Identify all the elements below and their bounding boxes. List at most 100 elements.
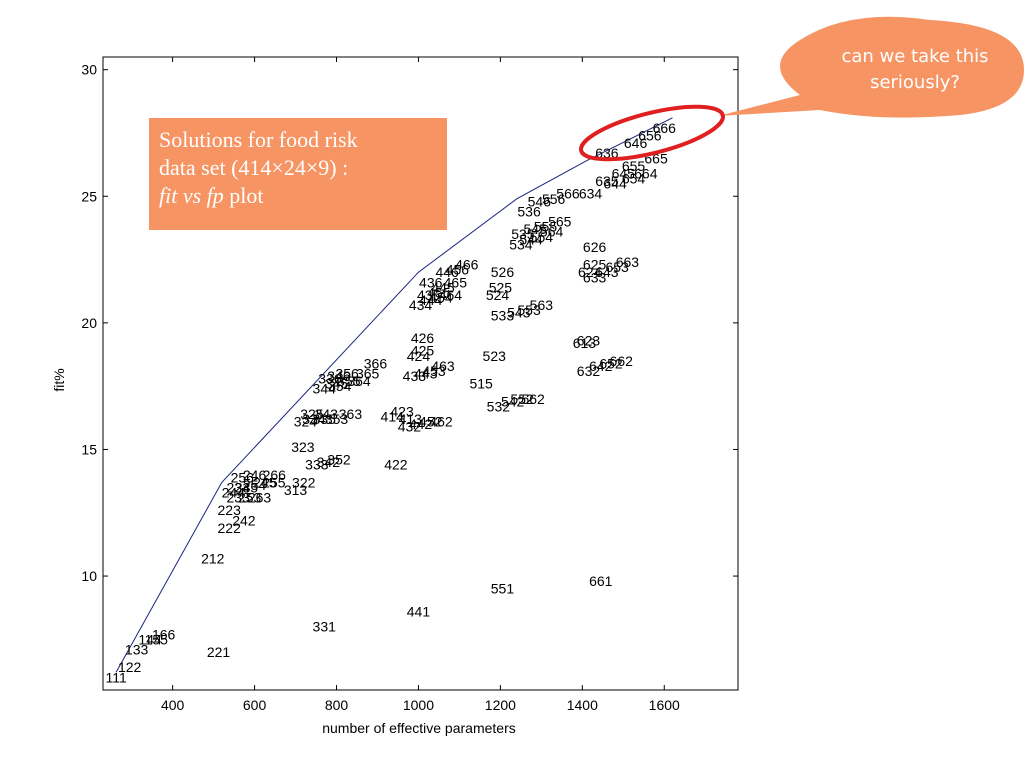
title-line-2: data set (414×24×9) :: [159, 154, 437, 182]
point-label: 323: [291, 439, 315, 455]
point-label: 563: [530, 297, 554, 313]
point-label: 454: [429, 290, 453, 306]
point-label: 533: [491, 307, 515, 323]
title-line-2-part-c: 9) :: [318, 155, 349, 180]
point-label: 523: [483, 348, 507, 364]
point-label: 223: [218, 502, 242, 518]
point-label: 534: [509, 236, 533, 252]
point-label: 645: [612, 165, 636, 181]
point-label: 363: [339, 406, 363, 422]
point-label: 545: [524, 221, 548, 237]
point-label: 526: [491, 264, 515, 280]
point-label: 144: [138, 631, 162, 647]
point-label: 334: [302, 411, 326, 427]
point-label: 424: [407, 348, 431, 364]
point-label: 553: [517, 302, 541, 318]
speech-bubble: [718, 16, 1024, 118]
point-label: 365: [356, 366, 380, 382]
title-box: Solutions for food risk data set (414×24…: [149, 118, 447, 230]
y-tick-label: 30: [81, 62, 97, 78]
point-label: 336: [318, 371, 342, 387]
point-label: 543: [507, 305, 531, 321]
x-tick-label: 1600: [649, 697, 680, 713]
point-label: 245: [253, 474, 277, 490]
point-label: 322: [292, 474, 316, 490]
point-label: 544: [519, 231, 543, 247]
point-label: 221: [207, 644, 231, 660]
point-label: 235: [235, 479, 259, 495]
point-label: 432: [398, 419, 422, 435]
point-label: 465: [444, 274, 468, 290]
point-label: 212: [201, 550, 225, 566]
point-label: 562: [521, 391, 545, 407]
point-label: 335: [313, 411, 337, 427]
point-label: 542: [501, 393, 525, 409]
times-symbol: ×: [271, 155, 284, 180]
point-label: 663: [616, 254, 640, 270]
point-label: 635: [595, 173, 619, 189]
point-label: 644: [603, 176, 627, 192]
plot-border: [102, 56, 739, 691]
highlight-ellipse: [579, 104, 725, 162]
point-label: 661: [589, 573, 613, 589]
point-label: 664: [634, 165, 658, 181]
point-label: 434: [409, 297, 433, 313]
title-line-1: Solutions for food risk: [159, 127, 358, 152]
point-label: 242: [232, 512, 256, 528]
title-line-2-part-a: data set (414: [159, 155, 272, 180]
point-label: 633: [583, 269, 607, 285]
frontier-line: [115, 117, 673, 673]
callout-line-1: can we take this: [841, 46, 989, 67]
x-tick-label: 800: [325, 697, 349, 713]
point-label: 356: [335, 366, 359, 382]
point-label: 254: [243, 477, 267, 493]
point-label: 345: [325, 376, 349, 392]
point-label: 325: [300, 406, 324, 422]
y-tick-label: 10: [81, 568, 97, 584]
title-line-3: fit vs fp plot: [159, 182, 437, 210]
tick-marks: [103, 57, 738, 690]
title-line-3-rest: plot: [223, 183, 264, 208]
point-label: 423: [390, 403, 414, 419]
point-label: 422: [384, 457, 408, 473]
point-label: 466: [455, 257, 479, 273]
point-label: 642: [589, 358, 613, 374]
point-label: 463: [431, 358, 455, 374]
times-symbol-2: ×: [305, 155, 319, 180]
point-label: 452: [419, 414, 443, 430]
point-label: 166: [152, 626, 176, 642]
x-tick-label: 1400: [567, 697, 598, 713]
point-label: 442: [409, 416, 433, 432]
point-label: 426: [411, 330, 435, 346]
point-label: 313: [284, 482, 308, 498]
point-label: 554: [530, 229, 554, 245]
point-label: 625: [583, 257, 607, 273]
point-label: 435: [417, 287, 441, 303]
point-label: 556: [542, 191, 566, 207]
y-tick-labels: 10 15 20 25 30: [81, 62, 97, 584]
point-label: 111: [105, 669, 126, 685]
point-label: 444: [419, 292, 443, 308]
point-label: 222: [218, 520, 242, 536]
point-label: 346: [327, 368, 351, 384]
point-label: 564: [540, 224, 564, 240]
point-label: 623: [577, 333, 601, 349]
plot-frame: [102, 56, 739, 691]
point-label: 613: [573, 335, 597, 351]
callout-line-2: seriously?: [870, 72, 960, 93]
point-label: 343: [315, 406, 339, 422]
point-label: 333: [305, 457, 329, 473]
x-tick-label: 1200: [485, 697, 516, 713]
point-label: 646: [624, 135, 648, 151]
point-label: 266: [263, 467, 287, 483]
point-label: 653: [605, 259, 629, 275]
point-label: 364: [347, 373, 371, 389]
point-label: 654: [622, 171, 646, 187]
point-label: 445: [431, 279, 455, 295]
point-label: 443: [414, 366, 438, 382]
point-label: 532: [487, 398, 511, 414]
point-label: 453: [422, 363, 446, 379]
point-label: 133: [125, 641, 149, 657]
point-label: 555: [534, 219, 558, 235]
